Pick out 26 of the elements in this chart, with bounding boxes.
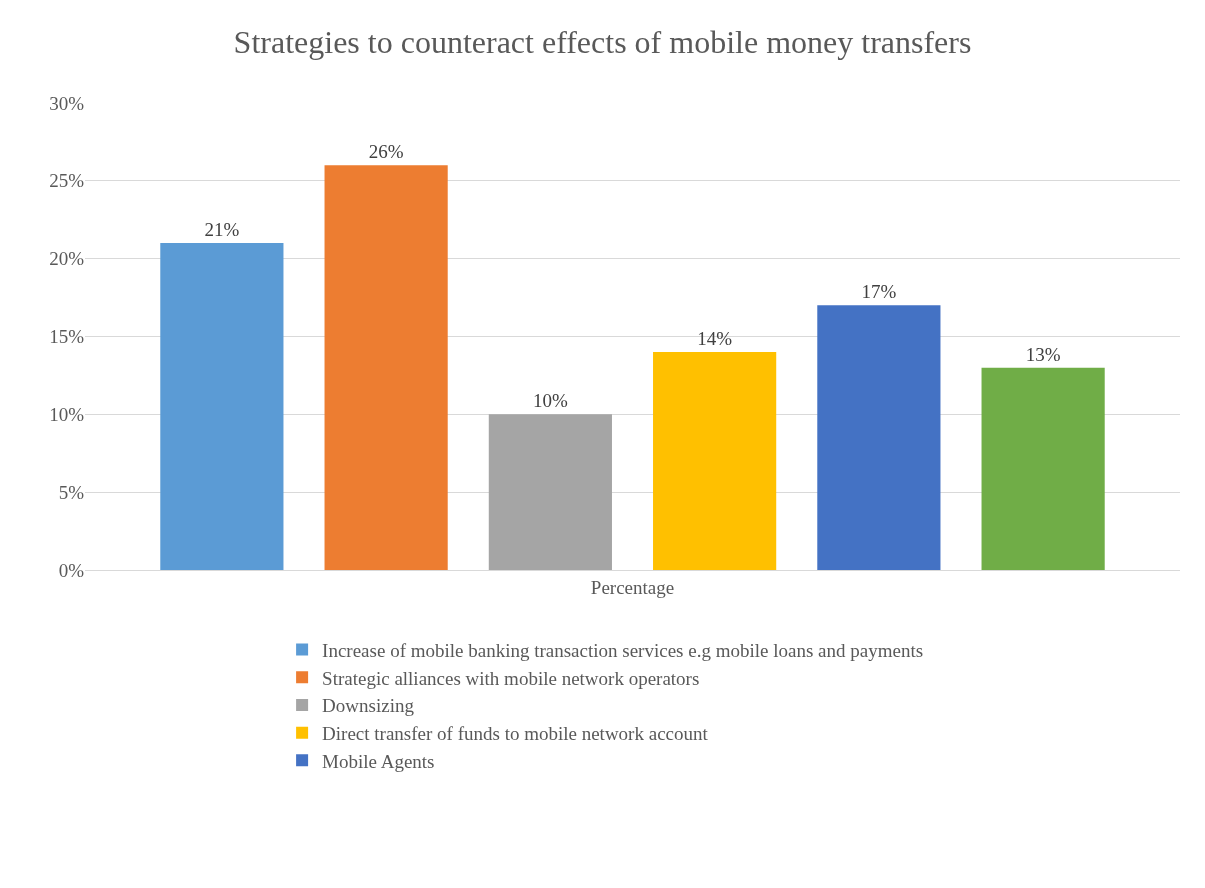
bar (160, 243, 284, 570)
data-label: 10% (532, 390, 568, 412)
data-label: 26% (368, 141, 404, 163)
y-tick-label: 20% (49, 248, 85, 270)
y-tick-label: 25% (49, 170, 85, 192)
bar (653, 352, 777, 570)
data-label: 17% (861, 281, 897, 303)
y-tick-label: 5% (58, 481, 85, 503)
legend-label: Strategic alliances with mobile network operators (322, 667, 700, 689)
y-tick-label: 15% (49, 326, 85, 348)
y-tick-label: 10% (49, 403, 85, 425)
data-label: 14% (697, 328, 733, 350)
data-label: 13% (1025, 343, 1061, 365)
legend-label: Direct transfer of funds to mobile network account (322, 723, 709, 745)
legend-label: Increase of mobile banking transaction services e.g mobile loans and payments (322, 639, 924, 661)
x-tick-label: Percentage (590, 576, 675, 598)
y-tick-label: 0% (58, 559, 85, 581)
bar (488, 414, 612, 570)
legend-label: Mobile Agents (322, 750, 435, 772)
bar (981, 367, 1105, 570)
bar (817, 305, 941, 570)
data-label: 21% (204, 219, 240, 241)
chart-title: Strategies to counteract effects of mobile money transfers (233, 24, 972, 61)
legend-label: Downsizing (322, 695, 415, 717)
bar (324, 165, 448, 570)
y-tick-label: 30% (49, 92, 85, 114)
